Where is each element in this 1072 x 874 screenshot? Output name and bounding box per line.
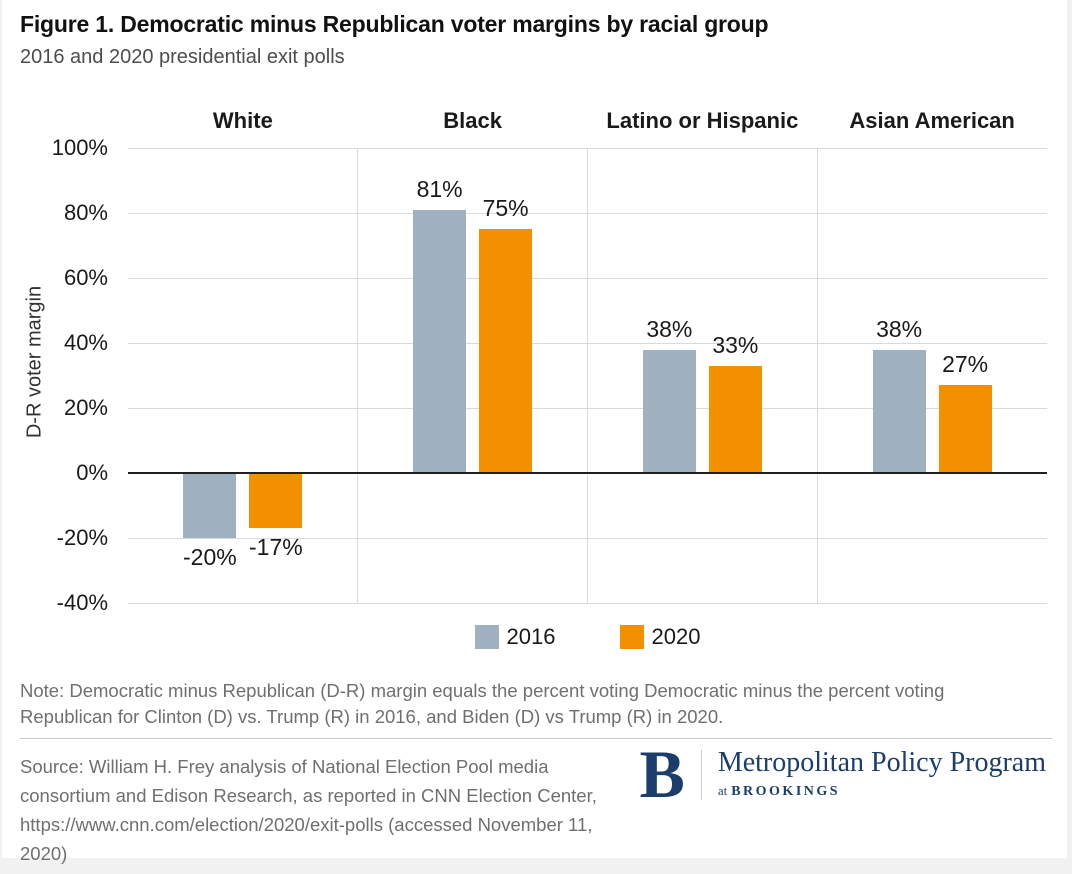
y-tick-label: 40% bbox=[63, 330, 108, 355]
gridline bbox=[128, 603, 1047, 604]
y-tick-label: 0% bbox=[76, 460, 108, 485]
y-tick-label: -20% bbox=[56, 525, 108, 550]
legend-label-2016: 2016 bbox=[506, 624, 556, 649]
footer-divider bbox=[20, 738, 1052, 739]
logo-at-text: at bbox=[717, 783, 728, 798]
page-edge-bottom bbox=[0, 858, 1072, 874]
logo-divider bbox=[700, 750, 702, 800]
bar-value-label: 38% bbox=[876, 315, 923, 342]
panel-separator bbox=[816, 148, 818, 603]
bar-2020-white bbox=[249, 473, 303, 529]
logo-tagline: at BROOKINGS bbox=[718, 782, 1046, 800]
y-tick-label: -40% bbox=[56, 590, 108, 615]
source-text: Source: William H. Frey analysis of Nati… bbox=[20, 756, 597, 864]
logo-text-block: Metropolitan Policy Program at BROOKINGS bbox=[718, 748, 1046, 800]
page-edge-right bbox=[1067, 0, 1072, 874]
bar-2016-black bbox=[413, 209, 467, 473]
logo-org-name: BROOKINGS bbox=[731, 784, 841, 799]
bar-2016-asian-american bbox=[872, 349, 926, 473]
y-tick-label: 80% bbox=[63, 200, 108, 225]
bar-value-label: -17% bbox=[249, 534, 303, 561]
bar-value-label: 38% bbox=[646, 315, 693, 342]
plot-area: 100% 80% 60% 40% 20% 0% -20% -40% -20% -17% 81% 75%… bbox=[52, 135, 1047, 615]
page-edge-left bbox=[0, 0, 2, 874]
figure-title: Figure 1. Democratic minus Republican vo… bbox=[20, 11, 769, 37]
bar-value-label: 81% bbox=[416, 175, 463, 202]
legend-swatch-2020 bbox=[619, 625, 644, 649]
bar-chart: White Black Latino or Hispanic Asian Americ… bbox=[0, 100, 1072, 660]
figure-subtitle: 2016 and 2020 presidential exit polls bbox=[20, 46, 345, 68]
legend-item-2020: 2020 bbox=[619, 624, 701, 650]
category-header: Asian American bbox=[849, 108, 1015, 133]
bar-2020-asian-american bbox=[938, 385, 992, 473]
brookings-logo: B Metropolitan Policy Program at BROOKIN… bbox=[639, 736, 1046, 812]
bar-2016-latino-or-hispanic bbox=[642, 349, 696, 473]
logo-program-name: Metropolitan Policy Program bbox=[717, 747, 1046, 778]
bar-value-label: 75% bbox=[482, 195, 529, 222]
category-header: Black bbox=[443, 108, 502, 133]
bar-2020-latino-or-hispanic bbox=[708, 365, 762, 473]
bar-2020-black bbox=[479, 229, 533, 473]
category-headers: White Black Latino or Hispanic Asian Americ… bbox=[0, 100, 1072, 140]
bar-value-label: 33% bbox=[712, 331, 759, 358]
category-header: White bbox=[212, 108, 273, 133]
legend-label-2020: 2020 bbox=[651, 624, 701, 649]
bar-2016-white bbox=[183, 473, 237, 538]
y-tick-label: 20% bbox=[63, 395, 108, 420]
category-header: Latino or Hispanic bbox=[606, 108, 799, 133]
panel-separator bbox=[357, 148, 359, 603]
y-tick-label: 60% bbox=[63, 265, 108, 290]
bar-value-label: -20% bbox=[183, 544, 237, 570]
note-text: Note: Democratic minus Republican (D-R) … bbox=[20, 680, 945, 727]
panel-separator bbox=[587, 148, 588, 603]
zero-baseline bbox=[128, 472, 1047, 474]
legend-swatch-2016 bbox=[474, 625, 499, 649]
brookings-b-mark: B bbox=[639, 736, 685, 812]
bar-value-label: 27% bbox=[942, 351, 989, 378]
y-tick-label: 100% bbox=[51, 135, 108, 160]
legend-item-2016: 2016 bbox=[474, 624, 556, 650]
chart-legend: 2016 2020 bbox=[128, 622, 1047, 652]
